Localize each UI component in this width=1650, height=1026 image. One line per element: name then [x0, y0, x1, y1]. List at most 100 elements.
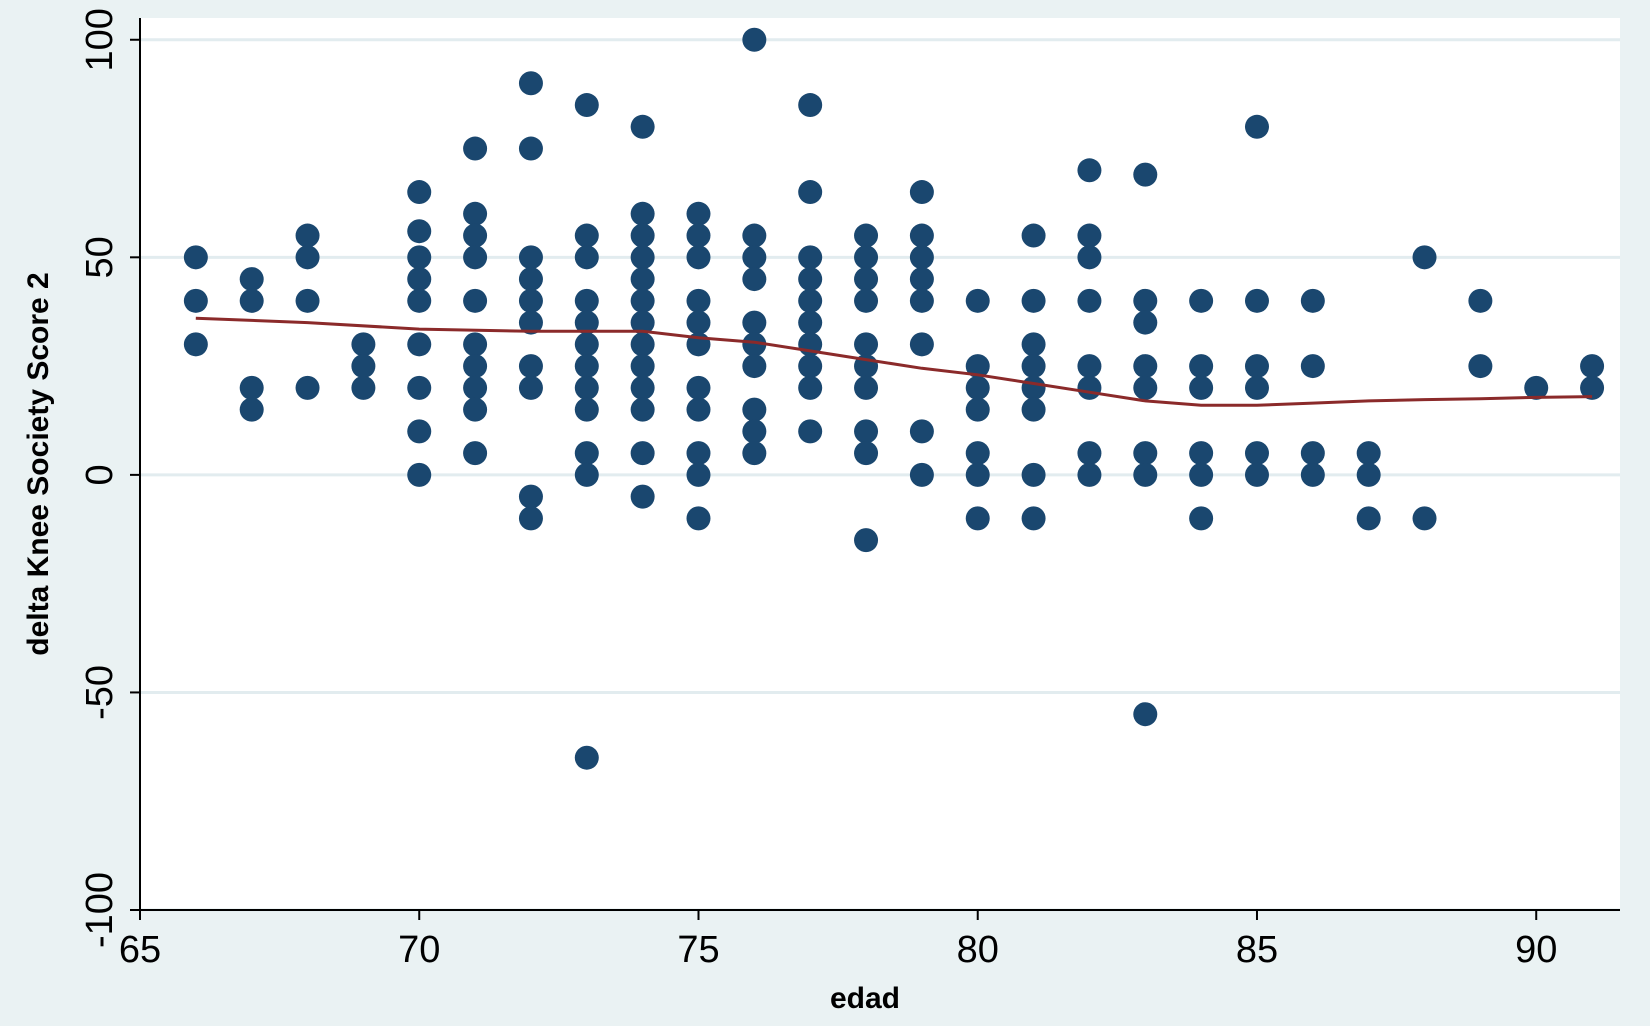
data-point	[1021, 375, 1046, 400]
data-point	[295, 375, 320, 400]
data-point	[295, 223, 320, 248]
data-point	[1244, 288, 1269, 313]
data-point	[909, 332, 934, 357]
data-point	[407, 219, 432, 244]
data-point	[295, 245, 320, 270]
data-point	[351, 332, 376, 357]
data-point	[1244, 354, 1269, 379]
data-point	[407, 375, 432, 400]
data-point	[798, 180, 823, 205]
data-point	[1189, 354, 1214, 379]
x-tick-label: 80	[957, 929, 999, 971]
data-point	[239, 288, 264, 313]
data-point	[742, 332, 767, 357]
data-point	[630, 332, 655, 357]
data-point	[1133, 702, 1158, 727]
data-point	[1580, 375, 1605, 400]
data-point	[1133, 462, 1158, 487]
data-point	[854, 245, 879, 270]
data-point	[630, 267, 655, 292]
data-point	[630, 201, 655, 226]
data-point	[574, 332, 599, 357]
data-point	[1021, 506, 1046, 531]
data-point	[742, 441, 767, 466]
data-point	[854, 267, 879, 292]
data-point	[1356, 506, 1381, 531]
data-point	[630, 354, 655, 379]
data-point	[1300, 462, 1325, 487]
data-point	[1133, 288, 1158, 313]
data-point	[463, 375, 488, 400]
axes	[139, 18, 1620, 911]
data-point	[909, 245, 934, 270]
data-point	[463, 354, 488, 379]
data-point	[407, 267, 432, 292]
data-point	[574, 745, 599, 770]
data-point	[1356, 462, 1381, 487]
data-point	[239, 375, 264, 400]
data-point	[518, 506, 543, 531]
data-point	[463, 288, 488, 313]
data-point	[1189, 375, 1214, 400]
data-point	[1077, 462, 1102, 487]
y-tick-label: 50	[79, 236, 121, 278]
data-point	[1021, 354, 1046, 379]
data-point	[518, 354, 543, 379]
data-point	[1524, 375, 1549, 400]
data-point	[798, 288, 823, 313]
data-point	[518, 267, 543, 292]
data-point	[183, 245, 208, 270]
data-point	[1077, 158, 1102, 183]
data-point	[909, 267, 934, 292]
data-point	[798, 267, 823, 292]
data-point	[630, 245, 655, 270]
data-point	[574, 462, 599, 487]
data-point	[1300, 441, 1325, 466]
data-point	[1077, 223, 1102, 248]
data-point	[742, 354, 767, 379]
data-point	[463, 136, 488, 161]
y-tick-label: 100	[79, 8, 121, 71]
data-point	[742, 245, 767, 270]
data-point	[574, 354, 599, 379]
data-point	[463, 223, 488, 248]
data-point	[909, 223, 934, 248]
data-point	[686, 223, 711, 248]
data-point	[686, 397, 711, 422]
data-point	[742, 419, 767, 444]
data-point	[1412, 506, 1437, 531]
data-point	[407, 332, 432, 357]
data-point	[295, 288, 320, 313]
data-point	[854, 528, 879, 553]
data-point	[183, 288, 208, 313]
data-point	[1021, 397, 1046, 422]
data-point	[1021, 332, 1046, 357]
data-point	[854, 288, 879, 313]
data-point	[574, 397, 599, 422]
data-point	[965, 462, 990, 487]
data-point	[463, 332, 488, 357]
data-point	[463, 441, 488, 466]
data-point	[630, 397, 655, 422]
x-tick-label: 65	[119, 929, 161, 971]
data-point	[1077, 441, 1102, 466]
data-point	[463, 201, 488, 226]
data-point	[1244, 462, 1269, 487]
data-point	[1077, 354, 1102, 379]
x-axis-title: edad	[830, 982, 900, 1015]
data-point	[1189, 506, 1214, 531]
data-point	[686, 245, 711, 270]
data-point	[630, 223, 655, 248]
data-point	[1021, 223, 1046, 248]
data-point	[630, 375, 655, 400]
data-point	[1244, 375, 1269, 400]
tick-labels: -100 -50 0 50 100 65 70 75 80 85 90	[79, 8, 1557, 971]
data-point	[574, 441, 599, 466]
data-point	[518, 71, 543, 96]
data-point	[909, 419, 934, 444]
x-tick-label: 85	[1236, 929, 1278, 971]
data-point	[1021, 288, 1046, 313]
data-point	[965, 288, 990, 313]
data-point	[351, 375, 376, 400]
